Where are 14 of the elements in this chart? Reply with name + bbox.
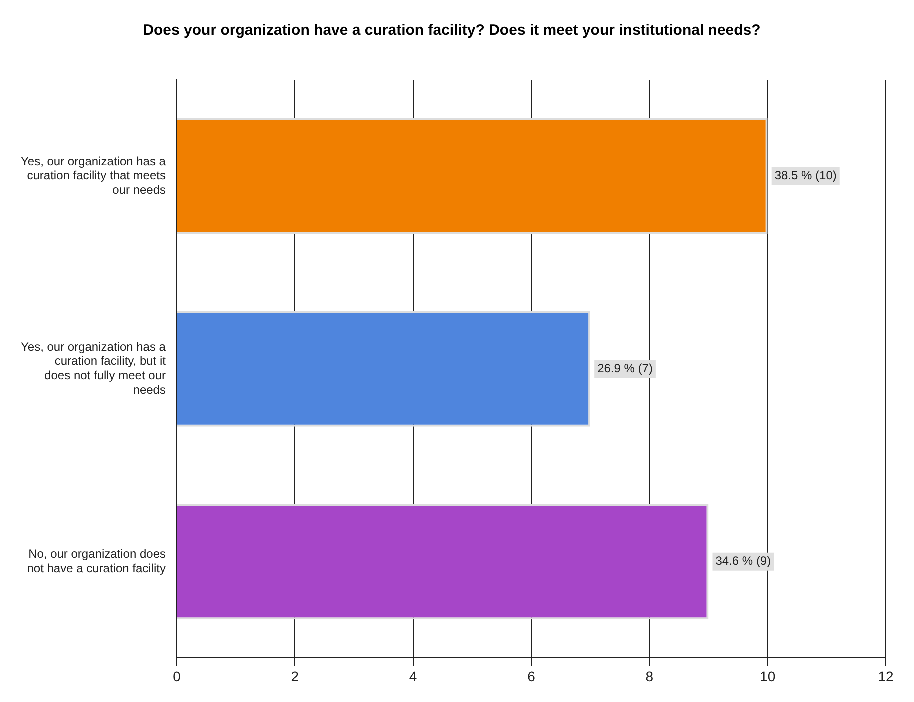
x-tick-label: 10 xyxy=(760,668,776,684)
x-tick-label: 12 xyxy=(878,668,894,684)
x-tick-label: 4 xyxy=(409,668,418,684)
data-label: 38.5 % (10) xyxy=(774,168,837,183)
x-tick-label: 0 xyxy=(173,668,182,684)
x-tick-label: 6 xyxy=(528,668,536,684)
data-label: 34.6 % (9) xyxy=(716,554,772,568)
x-tick-label: 2 xyxy=(291,668,300,684)
chart-title: Does your organization have a curation facility? Does it meet your institutional needs? xyxy=(143,22,761,40)
y-tick-label: Yes, our organization has a curation facility, but it does not fully meet our needs xyxy=(20,340,167,398)
y-tick-label: Yes, our organization has a curation facility that meets our needs xyxy=(20,154,166,198)
y-tick-label: No, our organization does not have a curation facility xyxy=(27,546,166,576)
x-tick-label: 8 xyxy=(646,668,654,684)
data-label: 26.9 % (7) xyxy=(598,361,653,376)
